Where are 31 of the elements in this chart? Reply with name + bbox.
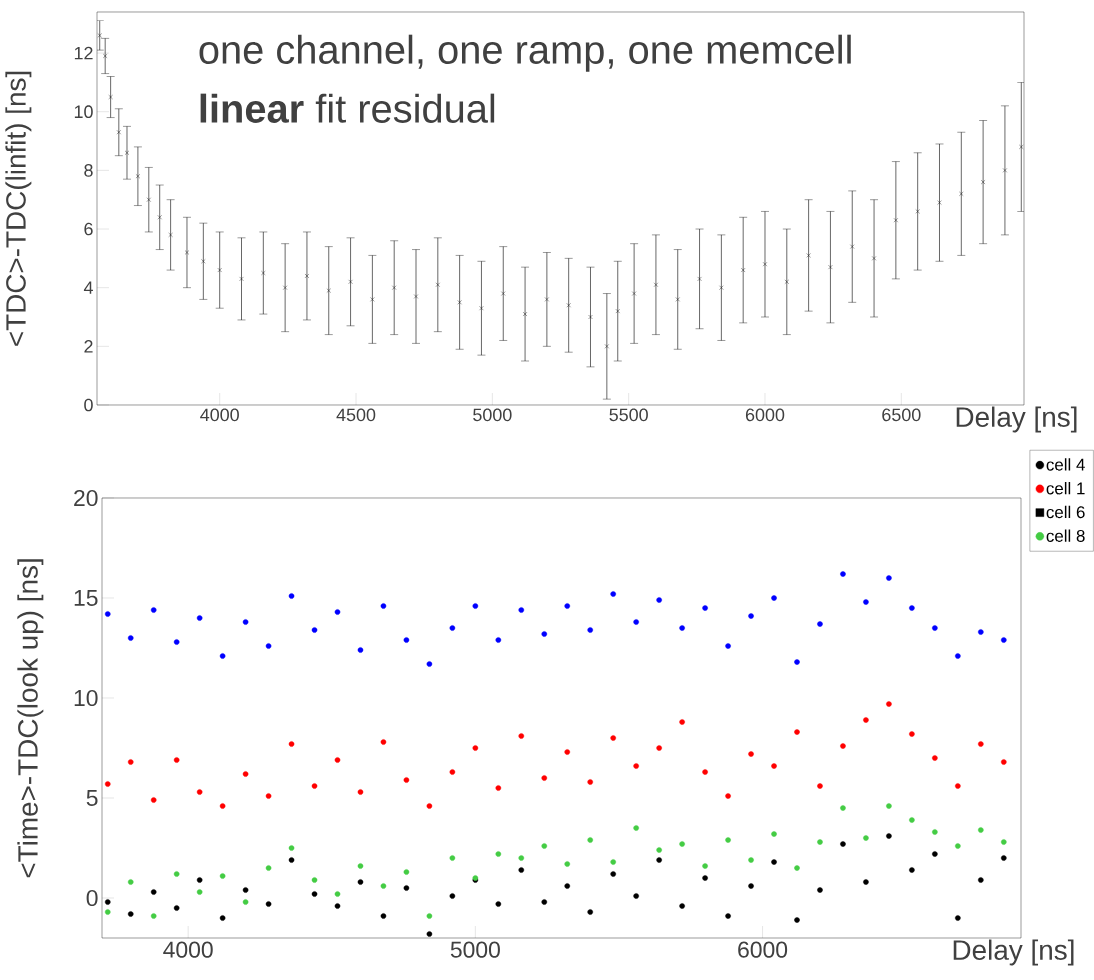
x-axis-title: Delay [ns]	[956, 406, 1077, 433]
x-tick-label: 4000	[200, 408, 239, 422]
x-tick-label: 6000	[745, 408, 785, 422]
y-tick-label: 4	[83, 281, 93, 294]
x-tick-label: 5000	[473, 408, 512, 422]
y-tick-label: 15	[74, 590, 98, 606]
annotation: linear fit residual	[200, 93, 495, 123]
x-tick-label: 6000	[738, 941, 788, 958]
x-tick-label: 5000	[450, 941, 500, 958]
y-tick-label: 2	[84, 340, 93, 353]
y-tick-label: 20	[74, 489, 98, 507]
y-tick-label: 10	[74, 689, 98, 707]
y-axis-title: <TDC>-TDC(linfit) [ns]	[5, 71, 32, 346]
legend-label: cell 6	[1046, 505, 1085, 519]
x-axis-title: Delay [ns]	[953, 939, 1074, 966]
legend-label: cell 4	[1046, 458, 1085, 471]
y-tick-label: 0	[86, 889, 98, 907]
annotation: one channel, one ramp, one memcell	[199, 34, 851, 72]
x-tick-label: 4000	[163, 941, 213, 958]
y-tick-label: 0	[84, 398, 93, 412]
y-tick-label: 6	[84, 222, 93, 236]
x-tick-label: 5500	[609, 408, 648, 422]
x-tick-label: 4500	[336, 408, 376, 422]
x-tick-label: 6500	[882, 408, 921, 422]
y-tick-label: 8	[84, 164, 93, 177]
y-tick-label: 10	[74, 105, 93, 119]
y-tick-label: 12	[74, 46, 93, 60]
legend-label: cell 8	[1046, 529, 1085, 542]
legend-label: cell 1	[1046, 481, 1085, 495]
y-axis-title: <Time>-TDC(look up) [ns]	[17, 559, 44, 878]
y-tick-label: 5	[86, 790, 98, 806]
